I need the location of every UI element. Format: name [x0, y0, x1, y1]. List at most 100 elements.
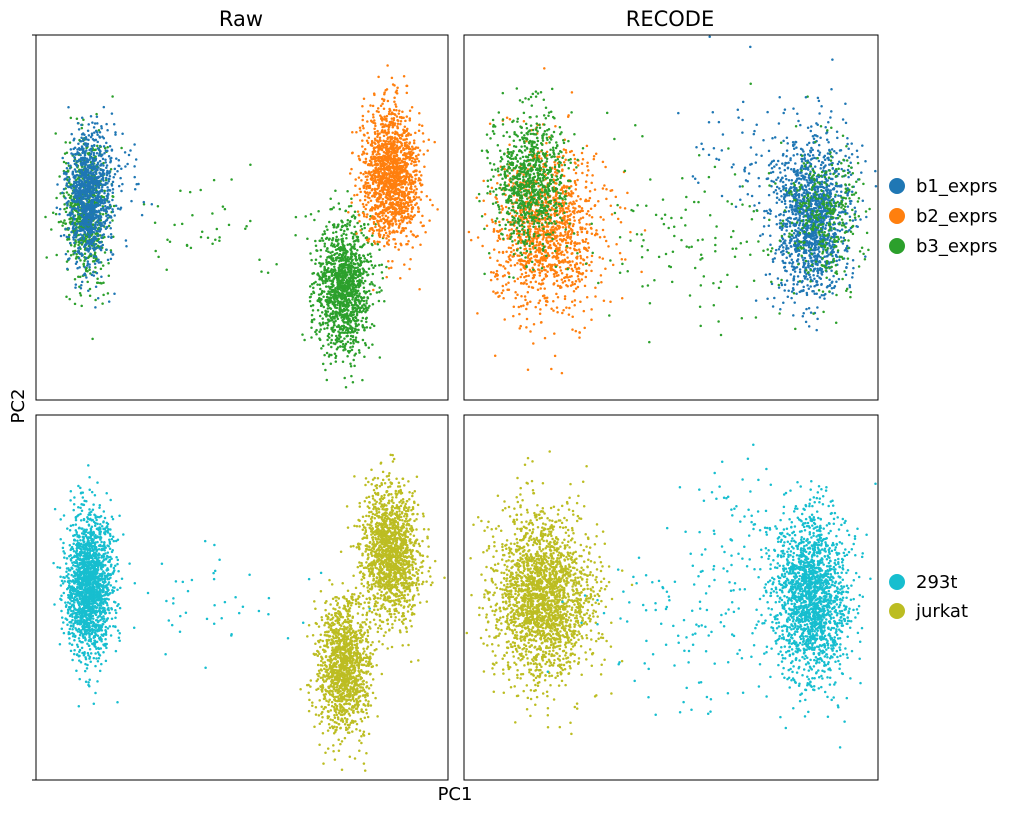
scatter-point [77, 208, 81, 212]
scatter-point [71, 207, 74, 211]
scatter-point [316, 283, 319, 286]
scatter-point [354, 284, 358, 288]
scatter-point [405, 234, 408, 238]
scatter-point [421, 214, 424, 218]
scatter-point [350, 290, 354, 293]
scatter-point [393, 245, 397, 249]
scatter-point [353, 299, 357, 303]
scatter-point [371, 231, 375, 235]
scatter-point [339, 283, 342, 287]
scatter-point [360, 179, 363, 182]
scatter-point [527, 285, 531, 288]
scatter-point [348, 221, 352, 224]
scatter-point [391, 260, 394, 263]
scatter-point [403, 175, 406, 178]
scatter-point [379, 181, 383, 184]
scatter-point [355, 258, 359, 262]
scatter-point [326, 299, 329, 302]
scatter-point [107, 200, 110, 204]
scatter-point [341, 286, 344, 290]
scatter-point [388, 230, 391, 233]
scatter-point [84, 164, 87, 167]
scatter-point [378, 290, 381, 294]
scatter-point [157, 255, 160, 259]
scatter-point [379, 176, 382, 179]
scatter-point [320, 278, 324, 282]
scatter-point [362, 127, 365, 130]
scatter-point [431, 203, 434, 207]
scatter-point [369, 199, 373, 203]
scatter-point [106, 189, 109, 192]
scatter-point [382, 134, 386, 138]
scatter-point [410, 176, 414, 179]
scatter-point [347, 294, 351, 297]
scatter-point [564, 148, 568, 152]
scatter-point [585, 144, 589, 148]
scatter-point [188, 190, 192, 194]
scatter-point [400, 182, 404, 186]
scatter-point [82, 237, 85, 241]
scatter-point [335, 235, 338, 239]
scatter-point [74, 286, 77, 289]
scatter-point [319, 255, 322, 258]
scatter-point [75, 117, 79, 121]
scatter-point [393, 171, 397, 175]
scatter-point [409, 133, 413, 137]
scatter-point [341, 304, 344, 307]
scatter-point [304, 215, 307, 218]
scatter-point [395, 230, 398, 233]
scatter-point [73, 196, 76, 199]
scatter-point [343, 266, 347, 269]
scatter-point [104, 161, 107, 164]
scatter-point [104, 178, 108, 182]
scatter-point [336, 247, 340, 251]
scatter-point [362, 213, 366, 216]
scatter-point [409, 214, 413, 218]
scatter-point [405, 143, 409, 147]
scatter-point [405, 115, 409, 118]
scatter-point [482, 199, 485, 203]
scatter-point [58, 207, 62, 211]
scatter-point [339, 245, 343, 249]
scatter-point [408, 152, 412, 156]
scatter-point [88, 287, 92, 291]
scatter-point [102, 164, 105, 167]
scatter-point [360, 261, 364, 264]
scatter-point [94, 266, 97, 269]
scatter-point [96, 277, 99, 280]
scatter-point [65, 201, 68, 205]
scatter-point [93, 122, 97, 125]
scatter-point [377, 146, 381, 149]
scatter-point [349, 319, 353, 323]
scatter-point [69, 116, 73, 120]
scatter-point [334, 319, 337, 323]
scatter-point [73, 156, 77, 159]
scatter-point [341, 314, 345, 318]
scatter-point [306, 237, 309, 241]
axes-frame [35, 34, 449, 401]
scatter-point [371, 302, 375, 306]
scatter-point [376, 107, 380, 110]
scatter-point [343, 346, 346, 350]
scatter-point [111, 210, 115, 214]
scatter-point [91, 137, 95, 141]
scatter-point [374, 191, 378, 194]
scatter-point [55, 253, 58, 257]
scatter-point [79, 221, 83, 225]
scatter-point [395, 89, 399, 92]
scatter-point [387, 128, 390, 131]
scatter-point [417, 160, 421, 163]
scatter-point [81, 201, 84, 204]
scatter-point [352, 358, 355, 362]
scatter-point [346, 256, 350, 259]
scatter-point [75, 185, 78, 189]
scatter-point [350, 247, 353, 250]
scatter-point [399, 202, 403, 206]
scatter-point [388, 179, 391, 182]
scatter-point [427, 138, 431, 142]
scatter-point [127, 153, 131, 157]
scatter-point [312, 282, 316, 285]
scatter-point [108, 221, 112, 224]
scatter-point [342, 232, 345, 235]
scatter-point [355, 331, 359, 335]
